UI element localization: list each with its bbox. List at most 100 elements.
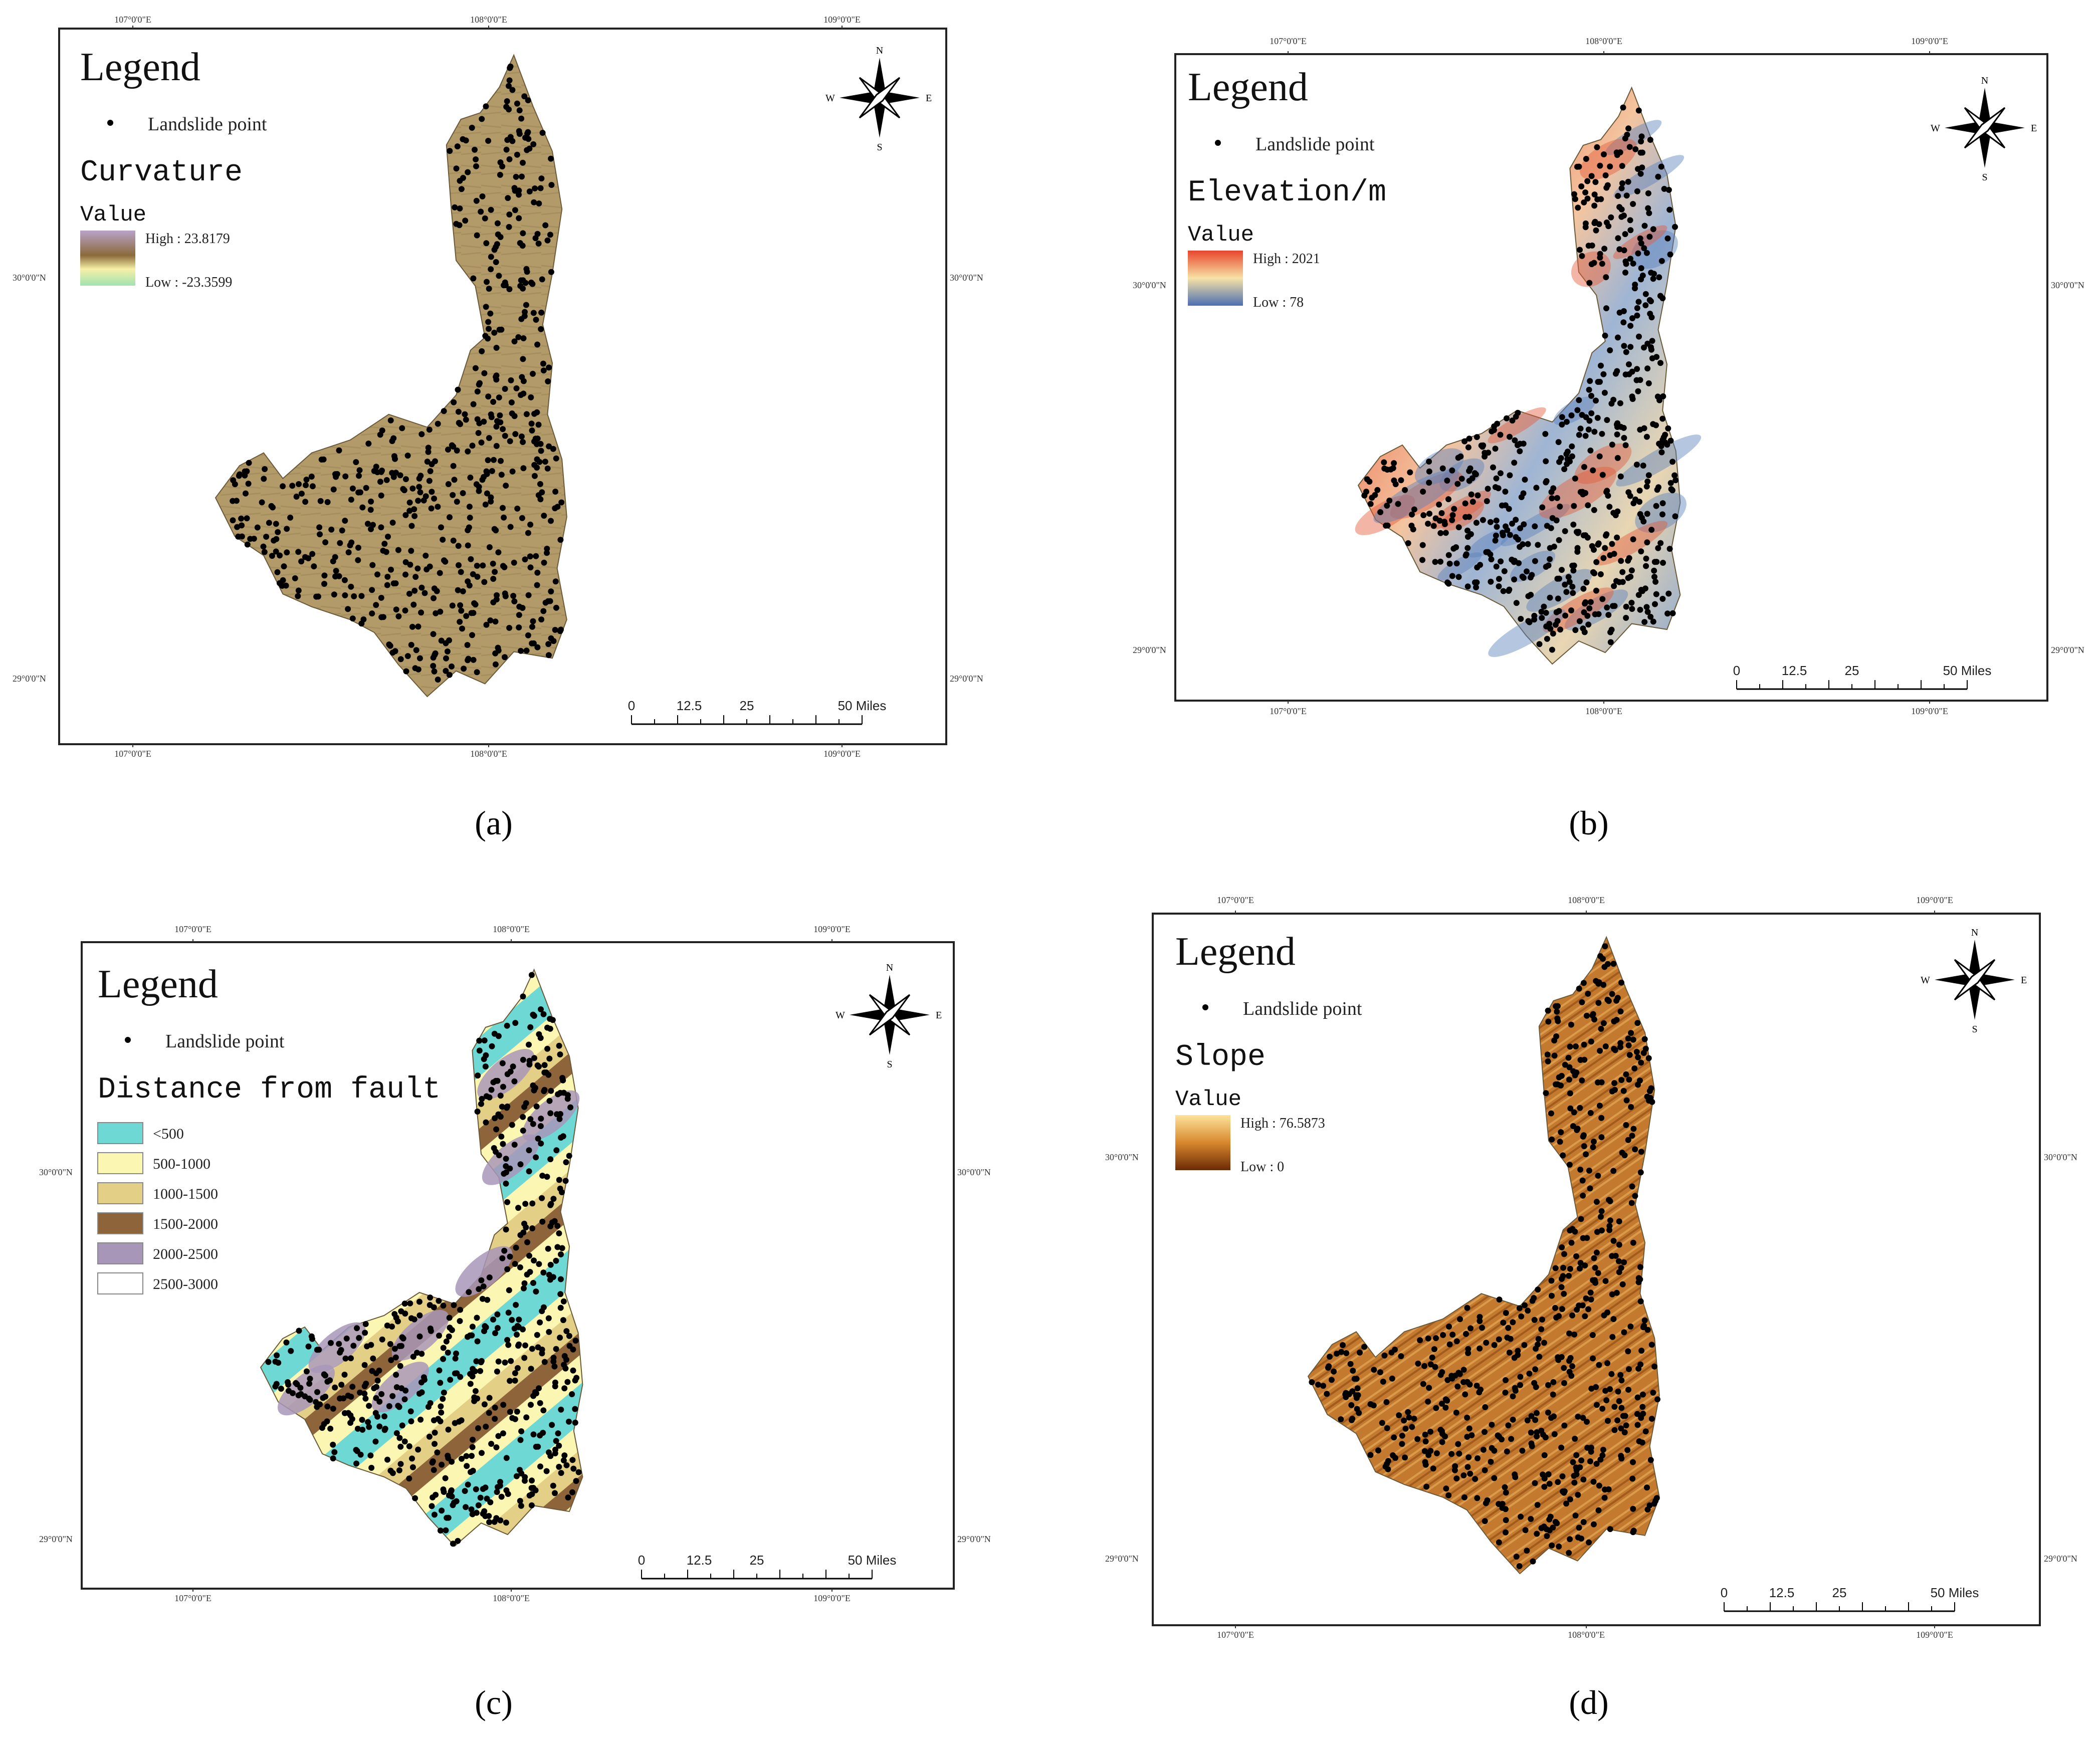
landslide-point	[1648, 314, 1655, 321]
landslide-point	[440, 1302, 447, 1309]
landslide-point	[543, 1468, 550, 1474]
landslide-point	[488, 494, 494, 501]
landslide-point	[1442, 1404, 1449, 1411]
landslide-point	[534, 1062, 541, 1068]
landslide-point	[478, 1359, 484, 1366]
landslide-point	[1442, 1396, 1449, 1403]
landslide-point	[533, 1103, 540, 1110]
legend-title: Legend	[1188, 65, 1308, 109]
landslide-point	[1384, 522, 1391, 529]
landslide-point	[1598, 362, 1604, 369]
landslide-point	[1623, 192, 1630, 199]
landslide-point	[402, 559, 409, 565]
landslide-point	[575, 1469, 582, 1475]
landslide-point	[1473, 520, 1480, 526]
landslide-point	[485, 335, 491, 342]
landslide-point	[1551, 1431, 1558, 1437]
landslide-point	[518, 647, 524, 654]
landslide-point	[530, 141, 537, 147]
landslide-point	[560, 1077, 566, 1083]
landslide-point	[1513, 517, 1519, 523]
landslide-point	[321, 572, 328, 579]
landslide-point	[570, 1346, 576, 1353]
landslide-point	[497, 1114, 504, 1120]
landslide-point	[1489, 1445, 1495, 1451]
landslide-point	[500, 1430, 506, 1437]
landslide-point	[1557, 503, 1563, 510]
landslide-point	[1595, 1173, 1601, 1179]
landslide-point	[1655, 545, 1661, 551]
landslide-point	[1603, 305, 1609, 312]
landslide-point	[1601, 389, 1608, 396]
landslide-point	[1597, 571, 1604, 577]
landslide-point	[1520, 490, 1527, 497]
landslide-point	[537, 185, 544, 191]
landslide-point	[378, 524, 384, 531]
landslide-point	[1401, 1417, 1407, 1424]
landslide-point	[537, 1319, 543, 1326]
landslide-point	[1645, 1055, 1652, 1061]
landslide-point	[523, 1224, 529, 1231]
landslide-point	[485, 138, 492, 144]
landslide-point	[494, 1489, 500, 1495]
landslide-point	[1462, 1391, 1468, 1398]
landslide-point	[564, 1379, 571, 1385]
landslide-point	[408, 548, 414, 554]
landslide-point	[1580, 980, 1587, 986]
landslide-point	[342, 592, 348, 598]
landslide-point	[507, 1253, 513, 1260]
landslide-point	[362, 1395, 369, 1402]
landslide-point	[1621, 343, 1627, 349]
landslide-point	[446, 637, 452, 643]
landslide-point	[1659, 595, 1666, 602]
landslide-point	[538, 1006, 544, 1012]
landslide-point	[1633, 462, 1640, 468]
landslide-point	[402, 1387, 409, 1394]
landslide-point	[557, 1276, 564, 1282]
landslide-point	[1638, 133, 1645, 140]
landslide-point	[472, 601, 479, 608]
landslide-point	[553, 1147, 560, 1154]
landslide-point	[332, 573, 338, 580]
landslide-point	[378, 492, 384, 499]
landslide-point	[466, 504, 473, 510]
landslide-point	[1644, 340, 1651, 347]
landslide-point	[435, 420, 441, 427]
landslide-point	[430, 663, 437, 669]
landslide-point	[1348, 1402, 1355, 1408]
landslide-point	[1619, 579, 1626, 585]
landslide-point	[485, 457, 491, 464]
landslide-point	[511, 559, 517, 566]
landslide-point	[563, 1328, 570, 1335]
landslide-point	[1513, 534, 1519, 540]
landslide-point	[476, 488, 482, 494]
landslide-point	[1533, 1384, 1539, 1390]
landslide-point	[426, 1433, 433, 1440]
landslide-point	[1567, 1496, 1573, 1502]
landslide-point	[527, 564, 534, 571]
landslide-point	[547, 1276, 553, 1283]
landslide-point	[507, 1165, 513, 1172]
landslide-point	[519, 243, 526, 249]
landslide-point	[1599, 261, 1605, 267]
landslide-point	[514, 100, 520, 107]
landslide-point	[450, 1541, 456, 1547]
landslide-point	[430, 1458, 436, 1464]
landslide-point	[1513, 1554, 1520, 1560]
landslide-point	[386, 1403, 392, 1409]
landslide-point	[330, 486, 337, 493]
landslide-point	[447, 1377, 454, 1383]
landslide-point	[1497, 431, 1504, 438]
compass-s: S	[887, 1059, 892, 1070]
landslide-point	[429, 1503, 435, 1509]
landslide-point	[1405, 540, 1411, 546]
landslide-point	[1536, 1354, 1543, 1360]
landslide-point	[508, 1358, 514, 1364]
landslide-point	[1488, 1458, 1494, 1465]
landslide-point	[1599, 1405, 1606, 1412]
landslide-point	[327, 1425, 334, 1432]
landslide-point	[1534, 1531, 1540, 1537]
landslide-point	[1482, 1404, 1489, 1410]
landslide-point	[281, 563, 287, 570]
